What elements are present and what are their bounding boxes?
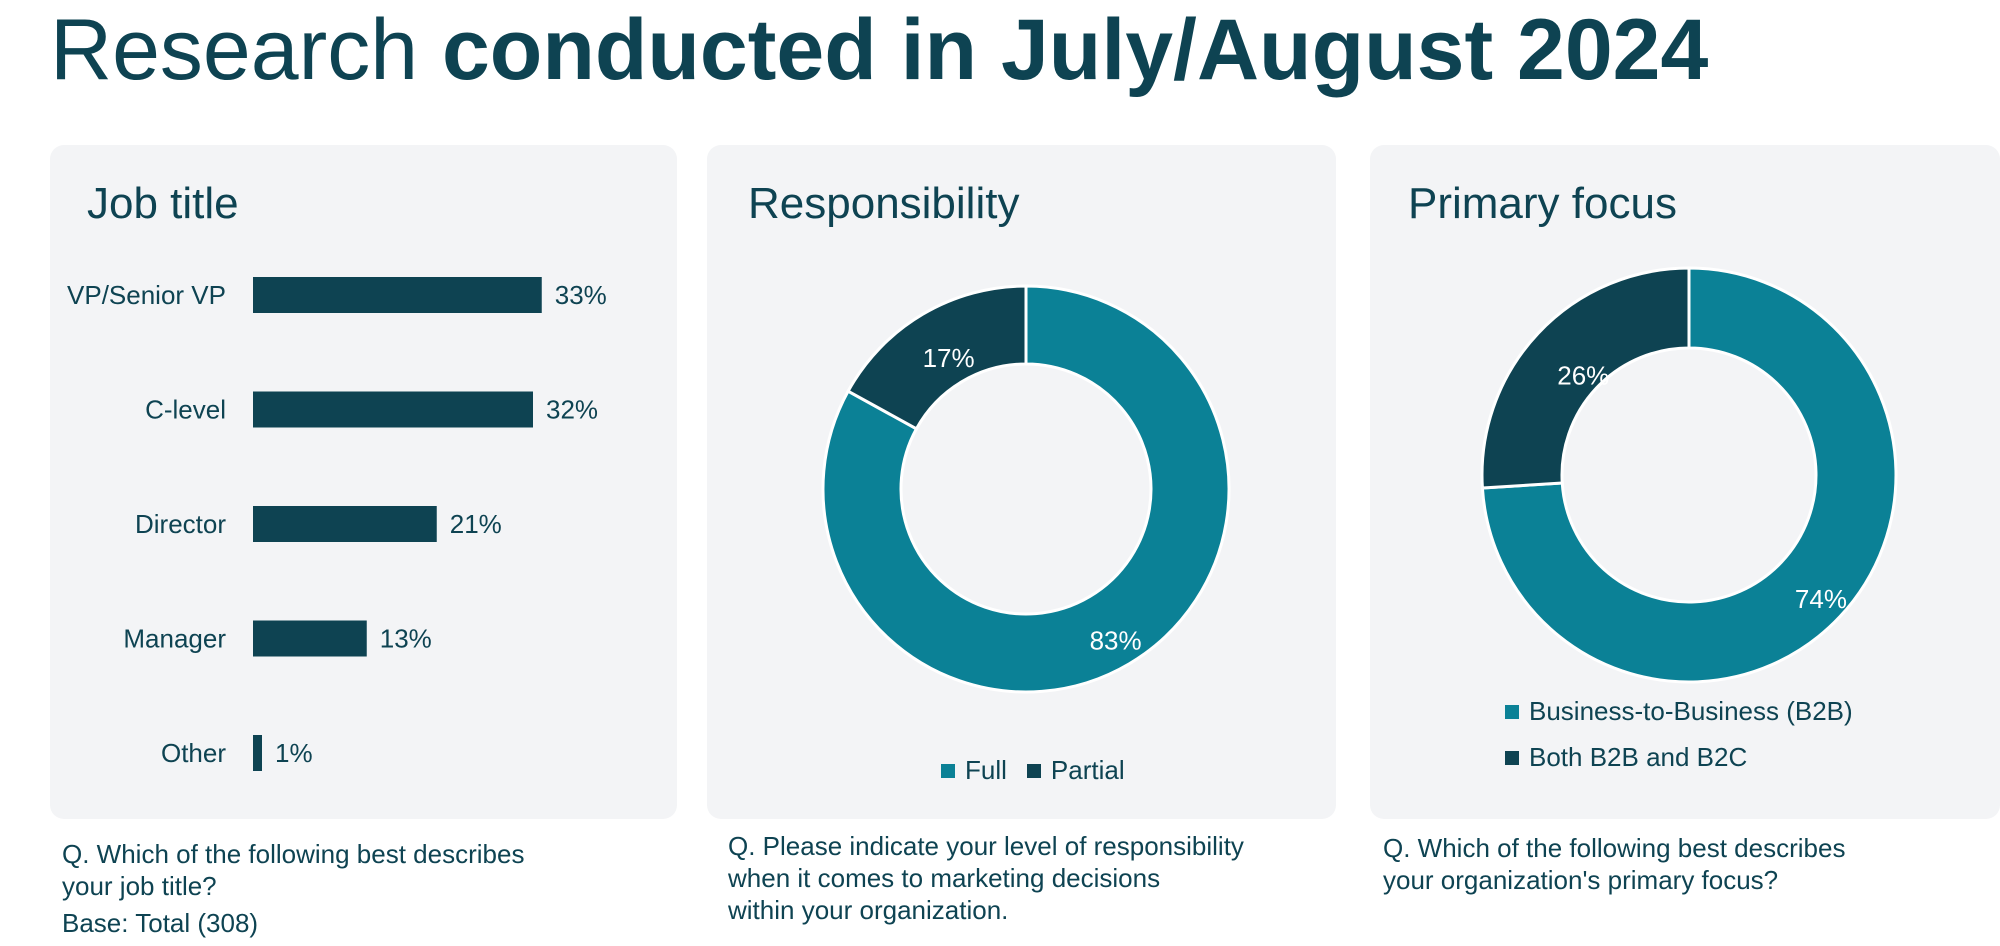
donut-slice-full [821,284,1231,694]
legend-label-b2b: Business-to-Business (B2B) [1529,696,1853,726]
bar-manager [253,620,367,657]
bar-value-other: 1% [275,738,313,768]
job-title-question: Q. Which of the following best describes… [62,839,525,901]
primary-focus-heading: Primary focus [1408,179,1677,228]
legend-swatch-full [941,763,955,778]
primary-focus-question: Q. Which of the following best describes… [1383,833,1846,895]
donut-slice-business-to-business-b2b [1480,266,1898,684]
primary-focus-donut-chart: 74% 26% [1480,266,1898,684]
primary-focus-legend-b2b: Business-to-Business (B2B) [1505,696,1853,727]
bar-vp-senior-vp [253,277,542,313]
bar-category-c-level: C-level [145,395,226,425]
bar-other [253,735,262,771]
responsibility-donut-chart: 83% 17% [821,284,1231,694]
donut-slice-both-b2b-and-b2c [1480,266,1691,490]
job-title-panel: Job title VP/Senior VP 33% C-level 32% Direc… [50,145,677,819]
bar-value-director: 21% [450,509,502,539]
job-title-base: Base: Total (308) [62,908,259,938]
page-title: Research conducted in July/August 2024 [50,0,1708,100]
legend-swatch-partial [1026,763,1041,778]
bar-value-c-level: 32% [546,395,598,425]
legend-label-partial: Partial [1050,755,1125,785]
bar-c-level [253,391,533,428]
primary-focus-panel: Primary focus 74% 26% Business-to-Busines… [1370,145,2000,819]
primary-focus-legend-both: Both B2B and B2C [1505,742,1747,773]
responsibility-panel: Responsibility 83% 17% Full Partial [707,145,1336,819]
bar-category-vp-senior-vp: VP/Senior VP [67,280,226,310]
donut-label-both-b2b-and-b2c: 26% [1557,361,1609,391]
job-title-heading: Job title [87,179,239,228]
bar-category-manager: Manager [123,624,226,654]
bar-director [253,506,437,542]
donut-label-business-to-business-b2b: 74% [1795,584,1847,614]
bar-category-director: Director [135,509,226,539]
page-title-bold: conducted in July/August 2024 [441,2,1709,98]
page-title-regular: Research [50,2,419,98]
responsibility-heading: Responsibility [748,179,1020,228]
donut-label-full: 83% [1090,625,1142,655]
donut-label-partial: 17% [923,343,975,373]
legend-label-both: Both B2B and B2C [1529,742,1748,772]
responsibility-legend: Full Partial [941,755,1125,786]
legend-swatch-both [1505,750,1519,765]
bar-value-manager: 13% [380,624,432,654]
job-title-bar-chart: VP/Senior VP 33% C-level 32% Director 21% Mana… [67,277,607,771]
responsibility-question: Q. Please indicate your level of respons… [728,831,1244,925]
legend-swatch-b2b [1505,704,1519,719]
bar-category-other: Other [161,738,226,768]
legend-label-full: Full [965,755,1007,785]
bar-value-vp-senior-vp: 33% [555,280,607,310]
donut-slice-partial [846,284,1028,431]
